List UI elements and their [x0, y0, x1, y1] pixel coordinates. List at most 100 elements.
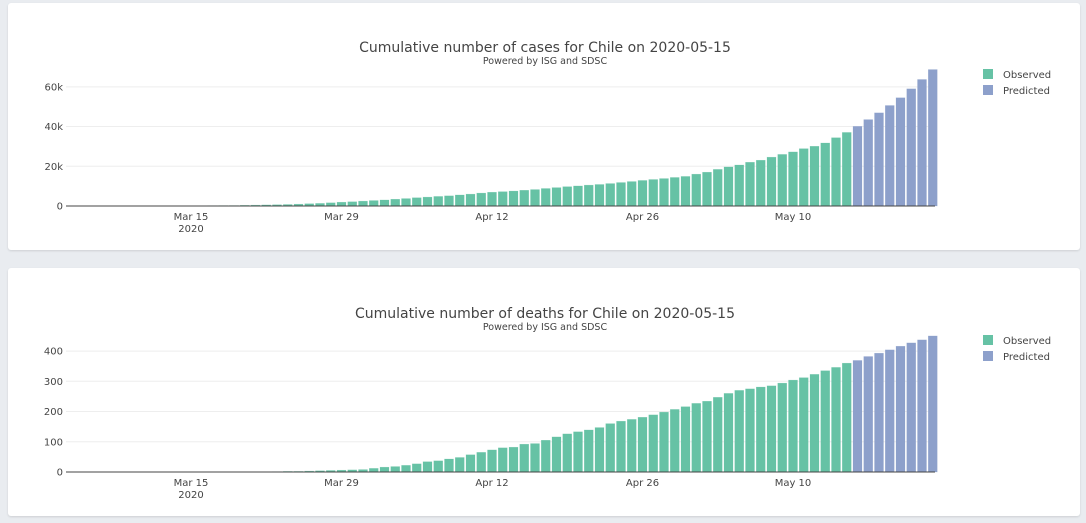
bar-observed [401, 198, 411, 207]
y-tick-label: 100 [44, 437, 63, 448]
bar-observed [659, 178, 669, 207]
bar-observed [465, 454, 476, 473]
bar-predicted [885, 349, 895, 473]
y-tick-label: 40k [44, 122, 63, 133]
bar-observed [541, 440, 551, 473]
bar-observed [831, 367, 841, 473]
y-tick-label: 0 [57, 468, 63, 479]
bar-predicted [852, 126, 863, 207]
bar-observed [734, 390, 744, 473]
bar-observed [433, 460, 443, 473]
x-tick-label: Apr 26 [626, 212, 659, 223]
bar-observed [637, 180, 648, 207]
bar-predicted [906, 88, 916, 207]
bar-observed [476, 452, 486, 473]
bar-observed [519, 190, 529, 207]
bar-observed [594, 184, 605, 207]
x-tick-label: May 10 [775, 212, 812, 223]
deaths-chart-card: Cumulative number of deaths for Chile on… [8, 268, 1080, 516]
bar-observed [691, 403, 701, 473]
bar-observed [831, 137, 841, 207]
bar-observed [756, 159, 766, 207]
bar-predicted [863, 119, 873, 207]
x-tick-year: 2020 [178, 490, 203, 501]
bar-predicted [906, 342, 916, 473]
bar-observed [777, 154, 787, 207]
bar-observed [487, 191, 497, 207]
legend-swatch-observed [983, 69, 993, 79]
bar-observed [723, 393, 734, 473]
bar-predicted [895, 97, 906, 207]
x-tick-label: May 10 [775, 478, 812, 489]
bar-observed [734, 164, 744, 207]
chart-subtitle: Powered by ISG and SDSC [483, 56, 608, 67]
bar-observed [702, 401, 712, 473]
bar-observed [401, 465, 411, 473]
bar-observed [648, 179, 658, 207]
bar-observed [605, 183, 615, 207]
bar-observed [616, 182, 626, 207]
bar-observed [627, 419, 637, 473]
bar-observed [551, 436, 562, 473]
bar-observed [584, 184, 594, 207]
bar-observed [584, 429, 594, 473]
bar-observed [766, 156, 777, 207]
legend-label-observed: Observed [1003, 70, 1051, 81]
bar-observed [347, 201, 357, 207]
bar-observed [508, 446, 519, 473]
bar-observed [519, 443, 529, 473]
bar-predicted [895, 345, 906, 473]
legend-swatch-observed [983, 335, 993, 345]
bar-observed [702, 171, 712, 207]
bar-observed [422, 461, 433, 473]
chart-title: Cumulative number of cases for Chile on … [359, 40, 731, 56]
bar-observed [562, 186, 572, 207]
bar-predicted [885, 105, 895, 207]
bar-observed [659, 411, 669, 473]
bar-predicted [863, 356, 873, 473]
bar-observed [799, 148, 809, 207]
bar-observed [842, 362, 852, 473]
bar-observed [358, 200, 368, 207]
bar-observed [637, 417, 648, 473]
legend-label-observed: Observed [1003, 336, 1051, 347]
legend-swatch-predicted [983, 351, 993, 361]
bar-predicted [852, 360, 863, 473]
y-tick-label: 300 [44, 377, 63, 388]
bar-predicted [917, 79, 927, 207]
x-tick-label: Apr 26 [626, 478, 659, 489]
x-tick-year: 2020 [178, 224, 203, 235]
bar-observed [530, 189, 540, 207]
bar-observed [745, 388, 755, 473]
bar-observed [809, 146, 820, 207]
bar-observed [820, 370, 830, 473]
bar-observed [444, 458, 454, 473]
bar-observed [498, 191, 508, 207]
bar-predicted [928, 69, 938, 207]
bar-observed [390, 198, 400, 207]
legend-label-predicted: Predicted [1003, 352, 1050, 363]
deaths-chart: Cumulative number of deaths for Chile on… [44, 306, 1051, 501]
bar-observed [369, 200, 379, 207]
x-tick-label: Mar 29 [324, 212, 359, 223]
bar-observed [551, 187, 562, 207]
bar-observed [412, 463, 422, 473]
bar-observed [594, 427, 605, 473]
legend-label-predicted: Predicted [1003, 86, 1050, 97]
chart-title: Cumulative number of deaths for Chile on… [355, 306, 735, 322]
bar-observed [809, 374, 820, 473]
y-tick-label: 400 [44, 347, 63, 358]
bar-observed [465, 193, 476, 207]
bar-observed [766, 385, 777, 473]
bar-observed [820, 142, 830, 207]
bar-predicted [874, 112, 884, 207]
x-tick-label: Apr 12 [475, 212, 508, 223]
bar-observed [412, 197, 422, 207]
chart-subtitle: Powered by ISG and SDSC [483, 322, 608, 333]
bar-observed [691, 173, 701, 207]
bar-observed [573, 185, 583, 207]
bar-observed [433, 196, 443, 207]
bar-observed [723, 166, 734, 207]
bar-observed [713, 397, 723, 473]
y-tick-label: 60k [44, 82, 63, 93]
